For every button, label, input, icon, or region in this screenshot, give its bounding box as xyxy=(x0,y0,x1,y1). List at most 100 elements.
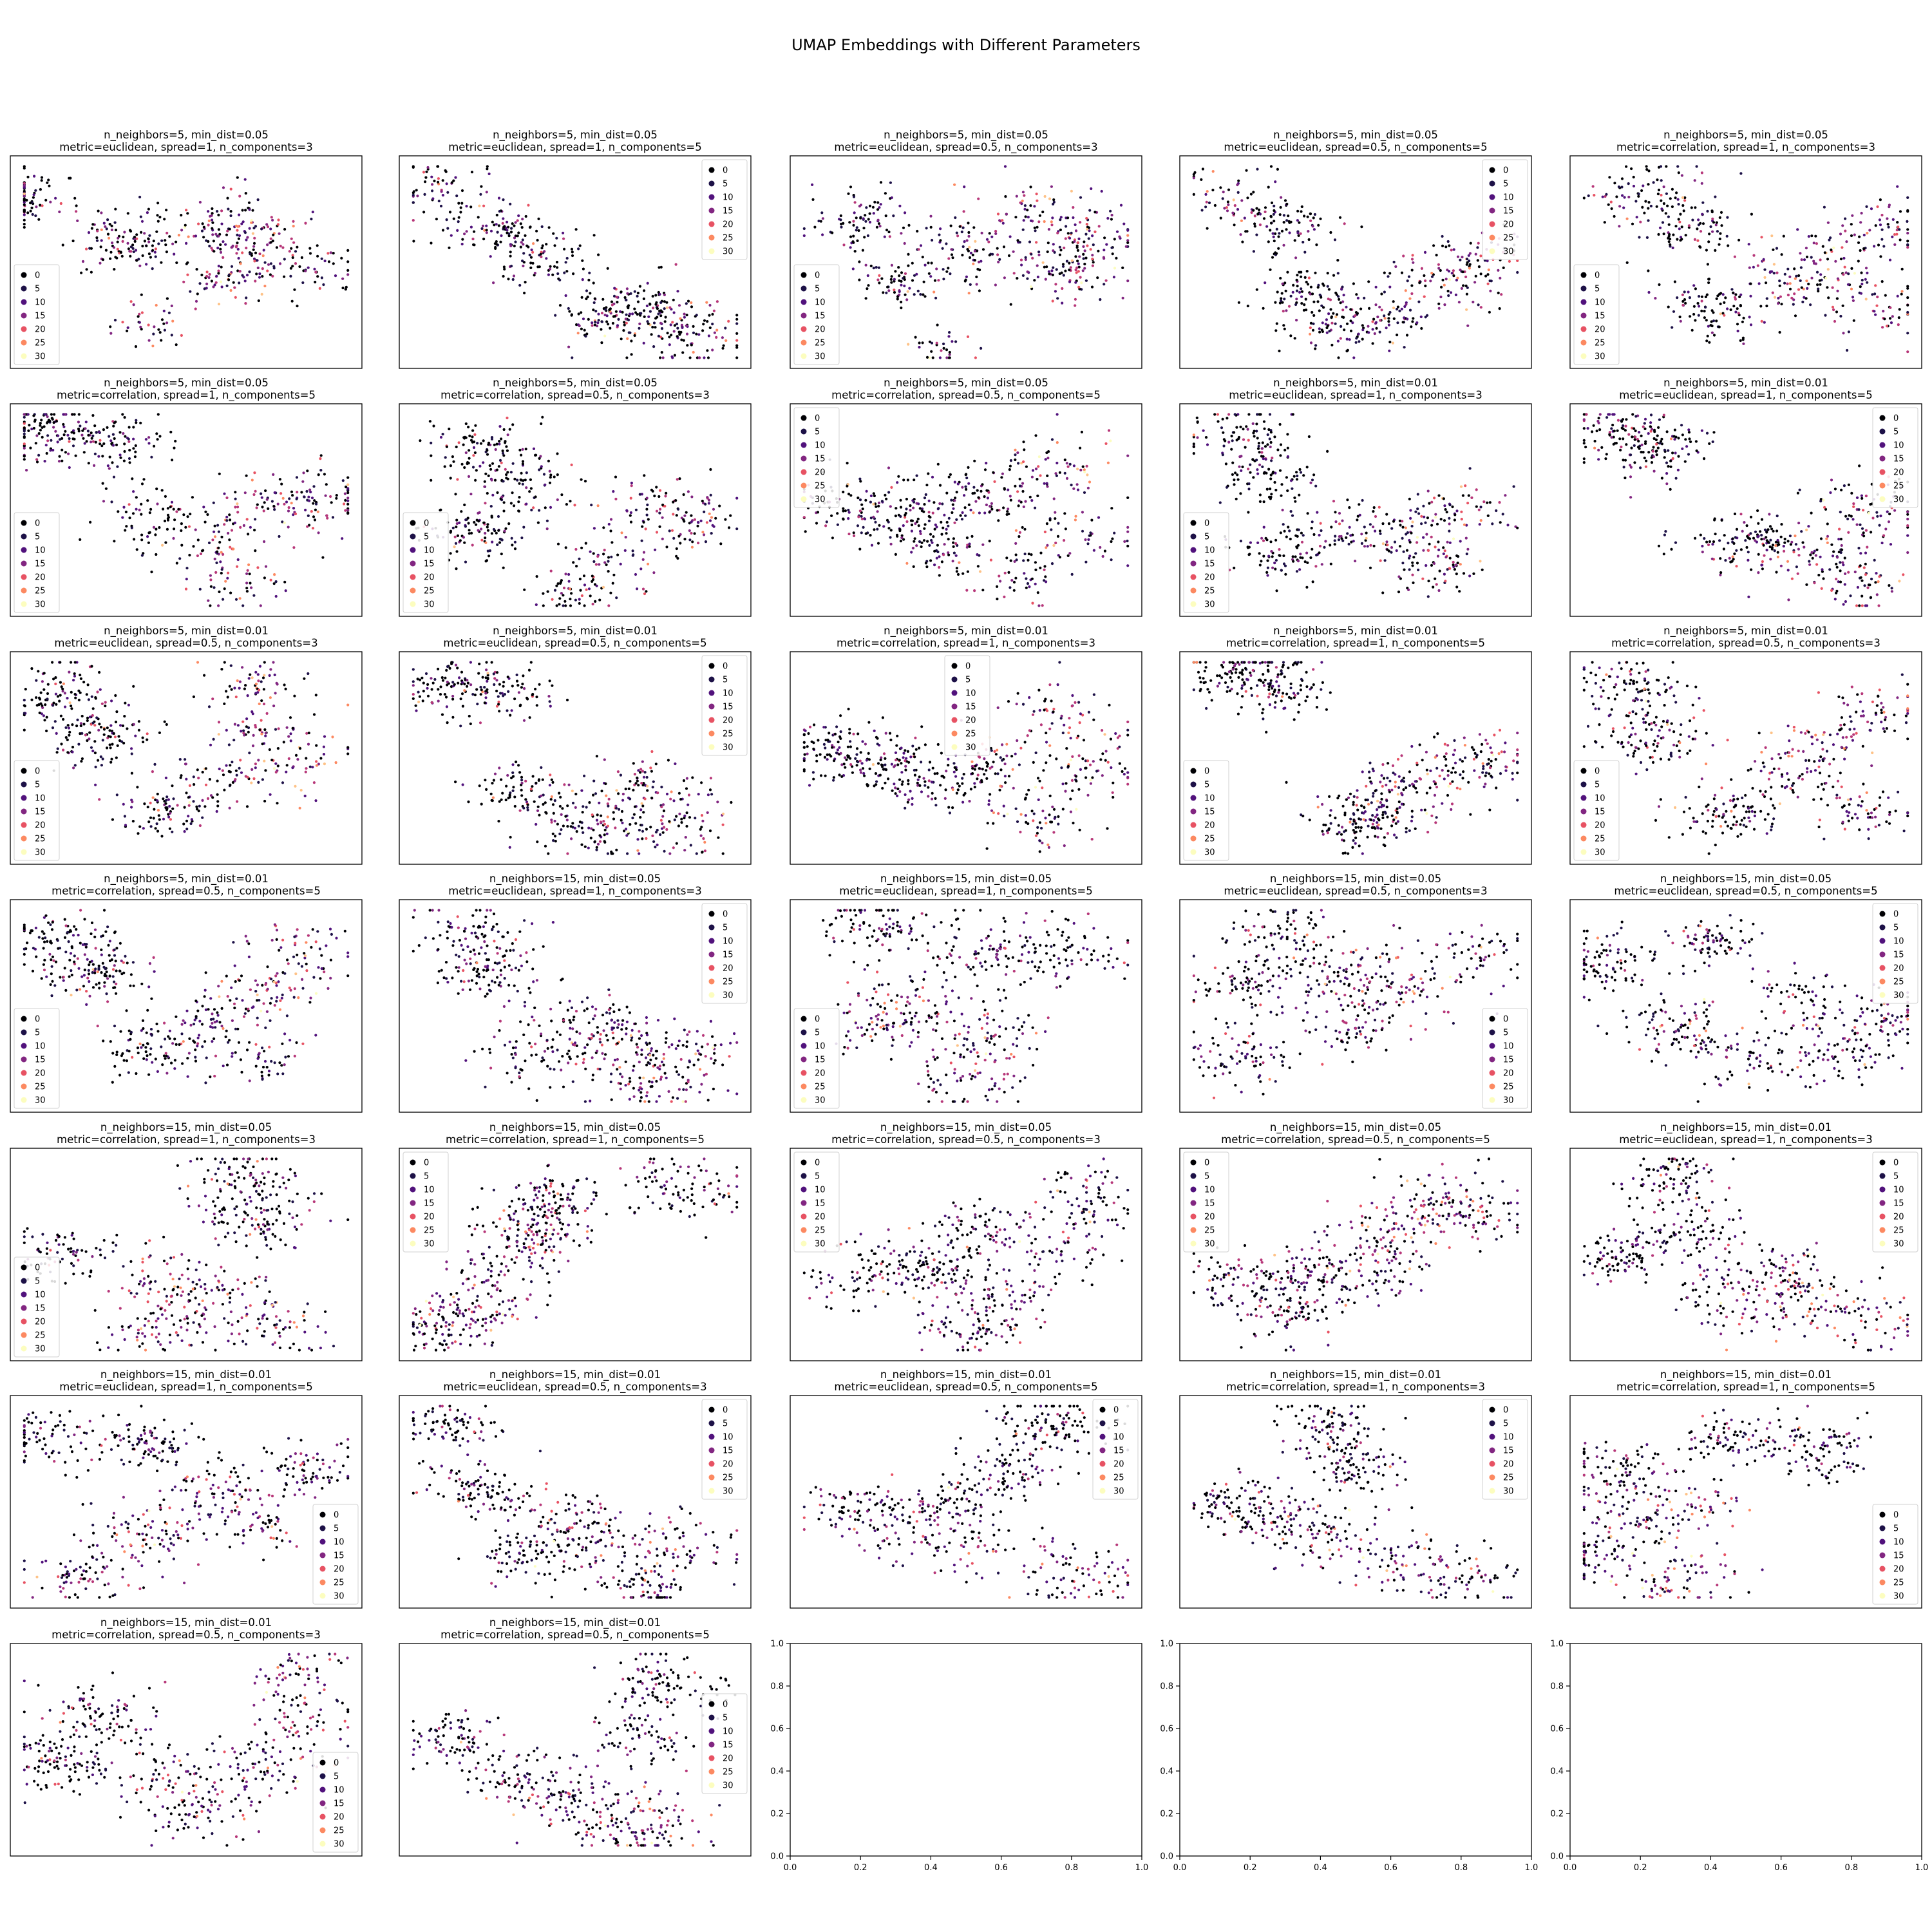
legend: 051015202530 xyxy=(1482,160,1528,260)
scatter-point xyxy=(1298,468,1301,471)
scatter-point xyxy=(697,542,699,544)
scatter-point xyxy=(964,515,967,517)
scatter-point xyxy=(1605,193,1607,196)
scatter-point xyxy=(506,417,508,419)
scatter-point xyxy=(1264,445,1267,448)
scatter-point xyxy=(135,444,137,447)
scatter-point xyxy=(949,272,951,275)
scatter-point xyxy=(1787,294,1790,296)
scatter-point xyxy=(209,273,211,276)
scatter-point xyxy=(303,496,306,498)
scatter-point xyxy=(1830,249,1832,251)
scatter-point xyxy=(625,299,627,301)
scatter-point xyxy=(984,468,987,471)
scatter-point xyxy=(813,226,816,229)
scatter-point xyxy=(23,422,26,425)
scatter-point xyxy=(308,500,310,502)
scatter-point xyxy=(1500,293,1502,296)
scatter-point xyxy=(1036,495,1039,497)
scatter-point xyxy=(1296,478,1298,480)
scatter-point xyxy=(1282,283,1284,285)
scatter-point xyxy=(1225,462,1227,465)
scatter-point xyxy=(989,540,991,542)
scatter-point xyxy=(1233,483,1235,486)
scatter-point xyxy=(867,274,869,277)
scatter-point xyxy=(968,292,971,294)
scatter-point xyxy=(1822,245,1824,248)
scatter-point xyxy=(173,527,175,530)
scatter-point xyxy=(252,249,255,251)
scatter-point xyxy=(1435,254,1438,256)
scatter-point xyxy=(711,348,714,351)
scatter-point xyxy=(929,275,932,278)
scatter-point xyxy=(46,434,49,437)
scatter-point xyxy=(185,588,187,591)
scatter-point xyxy=(1671,188,1674,191)
scatter-point xyxy=(229,592,232,594)
scatter-point xyxy=(1056,475,1058,477)
scatter-point xyxy=(1899,238,1902,241)
scatter-point xyxy=(900,307,902,309)
scatter-point xyxy=(1674,225,1677,227)
scatter-point xyxy=(1866,272,1868,274)
scatter-point xyxy=(191,496,194,498)
scatter-point xyxy=(196,554,199,557)
scatter-point xyxy=(1068,262,1070,265)
scatter-point xyxy=(244,178,247,181)
scatter-point xyxy=(1356,518,1358,521)
scatter-point xyxy=(1716,222,1718,224)
scatter-point xyxy=(1104,442,1107,445)
scatter-point xyxy=(241,251,243,254)
scatter-point xyxy=(147,542,150,544)
scatter-point xyxy=(236,506,239,508)
scatter-point xyxy=(1701,182,1703,185)
scatter-point xyxy=(1111,538,1113,540)
scatter-point xyxy=(920,545,923,548)
scatter-point xyxy=(1906,311,1909,314)
scatter-point xyxy=(1327,285,1329,288)
scatter-point xyxy=(452,460,455,463)
scatter-point xyxy=(1819,273,1822,276)
scatter-point xyxy=(475,469,478,471)
scatter-point xyxy=(1371,320,1374,323)
scatter-point xyxy=(1267,186,1270,189)
scatter-point xyxy=(681,351,684,354)
scatter-point xyxy=(437,181,439,184)
scatter-point xyxy=(1662,221,1664,223)
scatter-point xyxy=(919,293,922,296)
scatter-point xyxy=(1623,466,1625,468)
scatter-point xyxy=(1090,248,1092,251)
scatter-point xyxy=(320,454,323,457)
scatter-point xyxy=(1388,341,1391,343)
scatter-point xyxy=(1899,308,1901,310)
scatter-point xyxy=(685,511,688,514)
scatter-point xyxy=(112,433,115,436)
scatter-point xyxy=(507,278,509,280)
scatter-point xyxy=(1294,256,1297,259)
subplot-title-line: metric=correlation, spread=0.5, n_compon… xyxy=(831,389,1101,402)
scatter-point xyxy=(231,246,233,249)
scatter-point xyxy=(1621,194,1624,197)
scatter-point xyxy=(1705,319,1708,321)
scatter-point xyxy=(317,473,320,476)
scatter-point xyxy=(224,580,227,583)
legend-label: 5 xyxy=(35,533,40,542)
scatter-point xyxy=(1862,247,1865,250)
scatter-point xyxy=(140,216,142,218)
scatter-point xyxy=(1502,513,1504,515)
scatter-point xyxy=(322,283,325,286)
scatter-point xyxy=(1001,219,1003,222)
scatter-point xyxy=(862,526,865,529)
scatter-point xyxy=(1120,204,1122,207)
scatter-point xyxy=(1724,296,1727,299)
scatter-point xyxy=(1455,585,1458,588)
scatter-point xyxy=(1234,413,1236,415)
scatter-point xyxy=(1123,540,1126,543)
scatter-point xyxy=(1466,293,1468,296)
scatter-point xyxy=(1321,328,1323,331)
scatter-point xyxy=(1434,578,1436,580)
scatter-point xyxy=(1337,340,1340,343)
scatter-point xyxy=(1090,187,1092,190)
scatter-point xyxy=(341,537,343,540)
scatter-point xyxy=(1350,330,1352,332)
